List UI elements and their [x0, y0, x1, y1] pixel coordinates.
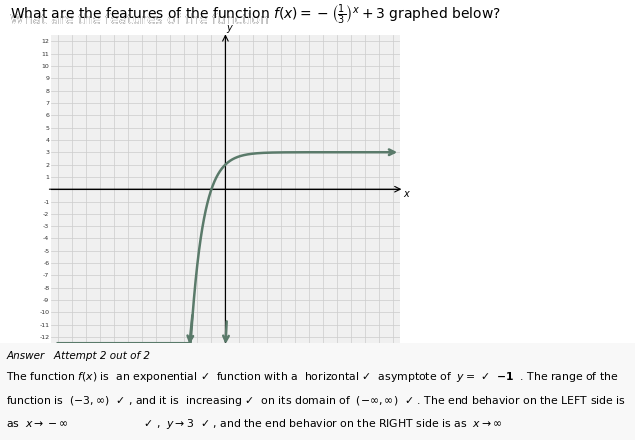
- Text: What are the features of the function: What are the features of the function: [10, 13, 272, 27]
- Text: as  $x \to -\infty$                      $\checkmark$ ,  $y \to 3$  $\checkmark$: as $x \to -\infty$ $\checkmark$ , $y \to…: [6, 417, 503, 431]
- Text: The function $f(x)$ is  an exponential $\checkmark$  function with a  horizontal: The function $f(x)$ is an exponential $\…: [6, 370, 619, 384]
- Text: What are the features of the function: What are the features of the function: [10, 13, 272, 27]
- Text: What are the features of the function $f(x) = -\left(\frac{1}{3}\right)^x + 3$ g: What are the features of the function $f…: [10, 2, 500, 26]
- Text: function is  $(-3, \infty)$  $\checkmark$ , and it is  increasing $\checkmark$  : function is $(-3, \infty)$ $\checkmark$ …: [6, 393, 626, 407]
- Text: $y$: $y$: [225, 23, 234, 35]
- Text: Answer   Attempt 2 out of 2: Answer Attempt 2 out of 2: [6, 351, 150, 361]
- Text: $x$: $x$: [403, 189, 411, 199]
